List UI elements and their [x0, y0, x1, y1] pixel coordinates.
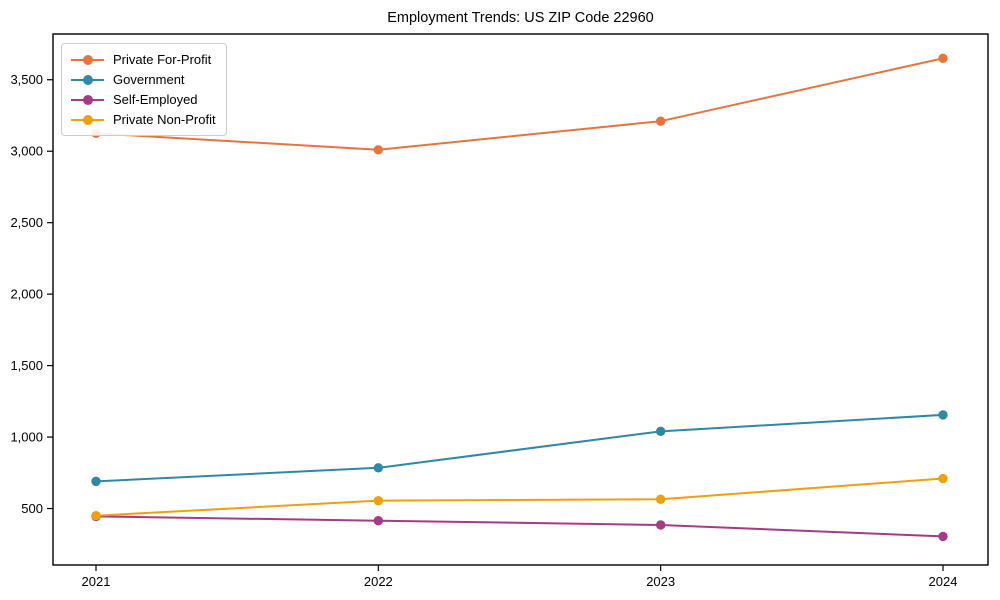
data-point-government [938, 410, 948, 420]
legend-label: Self-Employed [113, 92, 198, 107]
data-point-self-employed [373, 515, 384, 526]
chart-legend: Private For-Profit Government Self-Employe… [61, 43, 227, 136]
data-point-self-employed [938, 531, 948, 542]
data-point-private-non-profit [655, 494, 666, 504]
data-point-government [91, 476, 101, 487]
legend-item-government: Government [71, 71, 216, 88]
series-line-private-for-profit [95, 57, 944, 151]
legend-item-private-non-profit: Private Non-Profit [71, 111, 216, 128]
y-tick-label: 2,500 [10, 215, 43, 230]
y-tick-label: 2,000 [10, 287, 43, 302]
y-tick-label: 3,500 [10, 72, 43, 87]
legend-label: Private Non-Profit [113, 112, 216, 127]
legend-marker-icon [71, 114, 104, 125]
y-tick-label: 3,000 [10, 144, 43, 159]
data-point-government [373, 463, 384, 473]
data-point-self-employed [655, 520, 666, 530]
data-point-private-non-profit [373, 495, 384, 506]
chart-title: Employment Trends: US ZIP Code 22960 [387, 10, 654, 26]
series-line-government [95, 413, 944, 483]
legend-label: Government [113, 72, 185, 87]
legend-marker-icon [71, 54, 104, 65]
legend-item-private-for-profit: Private For-Profit [71, 51, 216, 68]
data-point-private-for-profit [938, 53, 948, 63]
x-tick-label: 2023 [646, 574, 675, 589]
y-tick-label: 1,500 [10, 358, 43, 373]
data-point-private-for-profit [655, 116, 666, 126]
x-tick-label: 2022 [364, 574, 393, 589]
legend-label: Private For-Profit [113, 52, 212, 67]
x-tick-label: 2024 [929, 574, 958, 589]
series-line-private-non-profit [95, 477, 944, 517]
y-tick-label: 500 [21, 501, 43, 516]
plot-border [52, 33, 989, 566]
legend-marker-icon [71, 74, 104, 85]
legend-marker-icon [71, 94, 104, 105]
data-point-private-non-profit [938, 473, 948, 484]
y-tick-label: 1,000 [10, 430, 43, 445]
legend-item-self-employed: Self-Employed [71, 91, 216, 108]
x-tick-label: 2021 [82, 574, 111, 589]
series-line-self-employed [95, 515, 944, 538]
data-point-private-for-profit [373, 145, 384, 155]
data-point-private-non-profit [91, 510, 101, 521]
data-point-government [655, 426, 666, 437]
